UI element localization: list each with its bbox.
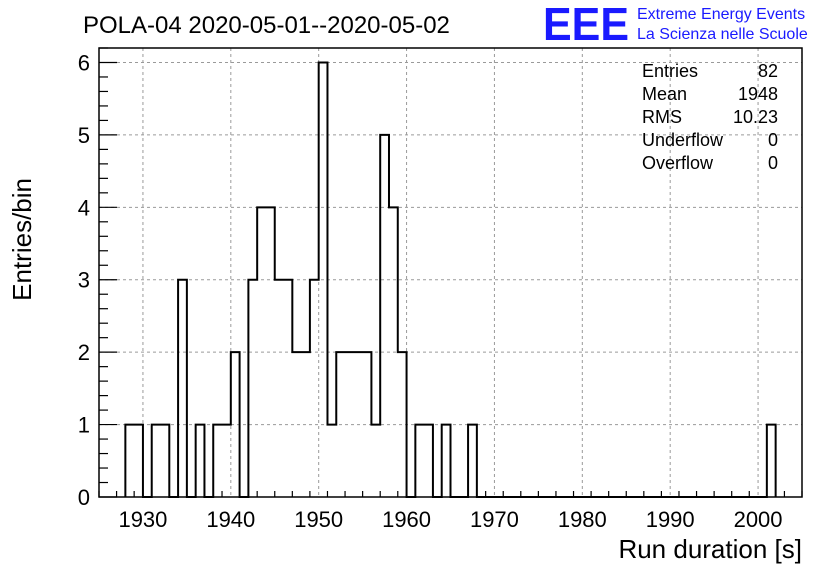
- x-tick-label: 1990: [646, 507, 695, 532]
- logo-line2: La Scienza nelle Scuole: [637, 26, 808, 43]
- histogram-bin: [266, 207, 275, 497]
- histogram-bin: [398, 352, 407, 497]
- histogram-series: [124, 61, 777, 498]
- histogram-bin: [319, 62, 328, 497]
- y-tick-label: 0: [78, 485, 90, 510]
- x-tick-label: 1970: [470, 507, 519, 532]
- histogram-bin: [336, 352, 345, 497]
- stats-overflow-label: Overflow: [642, 153, 714, 173]
- histogram-bin: [292, 352, 301, 497]
- histogram-bin: [310, 280, 319, 497]
- y-tick-label: 2: [78, 340, 90, 365]
- histogram-bin: [152, 425, 161, 497]
- x-tick-label: 1930: [118, 507, 167, 532]
- histogram-bin: [125, 425, 134, 497]
- y-axis-title: Entries/bin: [7, 178, 37, 301]
- histogram-bin: [284, 280, 293, 497]
- y-tick-label: 4: [78, 195, 90, 220]
- y-tick-label: 3: [78, 268, 90, 293]
- chart-title: POLA-04 2020-05-01--2020-05-02: [83, 12, 450, 39]
- histogram-bin: [213, 425, 222, 497]
- stats-underflow-label: Underflow: [642, 130, 724, 150]
- histogram-bin: [415, 425, 424, 497]
- histogram-bin: [380, 135, 389, 497]
- histogram-bin: [767, 425, 776, 497]
- stats-entries-value: 82: [758, 61, 778, 81]
- histogram-bin: [248, 280, 257, 497]
- histogram-bin: [354, 352, 363, 497]
- y-tick-label: 6: [78, 50, 90, 75]
- histogram-bin: [301, 352, 310, 497]
- stats-box: Entries 82 Mean 1948 RMS 10.23 Underflow…: [642, 61, 778, 173]
- logo-line1: Extreme Energy Events: [637, 6, 805, 23]
- stats-mean-label: Mean: [642, 84, 687, 104]
- eee-logo-mark: EEE: [543, 0, 629, 50]
- x-tick-label: 1980: [558, 507, 607, 532]
- histogram-bin: [363, 352, 372, 497]
- histogram-bin: [161, 425, 170, 497]
- histogram-bin: [275, 280, 284, 497]
- eee-logo: EEE Extreme Energy Events La Scienza nel…: [543, 0, 808, 50]
- stats-mean-value: 1948: [738, 84, 778, 104]
- histogram-bin: [178, 280, 187, 497]
- x-axis-title: Run duration [s]: [618, 534, 802, 564]
- histogram-bin: [257, 207, 266, 497]
- stats-underflow-value: 0: [768, 130, 778, 150]
- histogram-bin: [442, 425, 451, 497]
- histogram-bin: [196, 425, 205, 497]
- axes: 1930 1940 1950 1960 1970 1980 1990 2000 0 1 2 3 4 5 6: [78, 47, 803, 532]
- x-tick-label: 1950: [294, 507, 343, 532]
- x-tick-label: 2000: [734, 507, 783, 532]
- histogram-bin: [345, 352, 354, 497]
- stats-rms-label: RMS: [642, 107, 682, 127]
- y-tick-label: 1: [78, 413, 90, 438]
- stats-entries-label: Entries: [642, 61, 698, 81]
- histogram-bin: [231, 352, 240, 497]
- x-tick-label: 1960: [382, 507, 431, 532]
- histogram-bin: [468, 425, 477, 497]
- x-tick-label: 1940: [206, 507, 255, 532]
- y-tick-label: 5: [78, 123, 90, 148]
- histogram-bin: [389, 207, 398, 497]
- stats-overflow-value: 0: [768, 153, 778, 173]
- histogram-bin: [424, 425, 433, 497]
- histogram-bin: [371, 425, 380, 497]
- histogram-bin: [222, 425, 231, 497]
- stats-rms-value: 10.23: [733, 107, 778, 127]
- histogram-bin: [327, 425, 336, 497]
- histogram-bin: [134, 425, 143, 497]
